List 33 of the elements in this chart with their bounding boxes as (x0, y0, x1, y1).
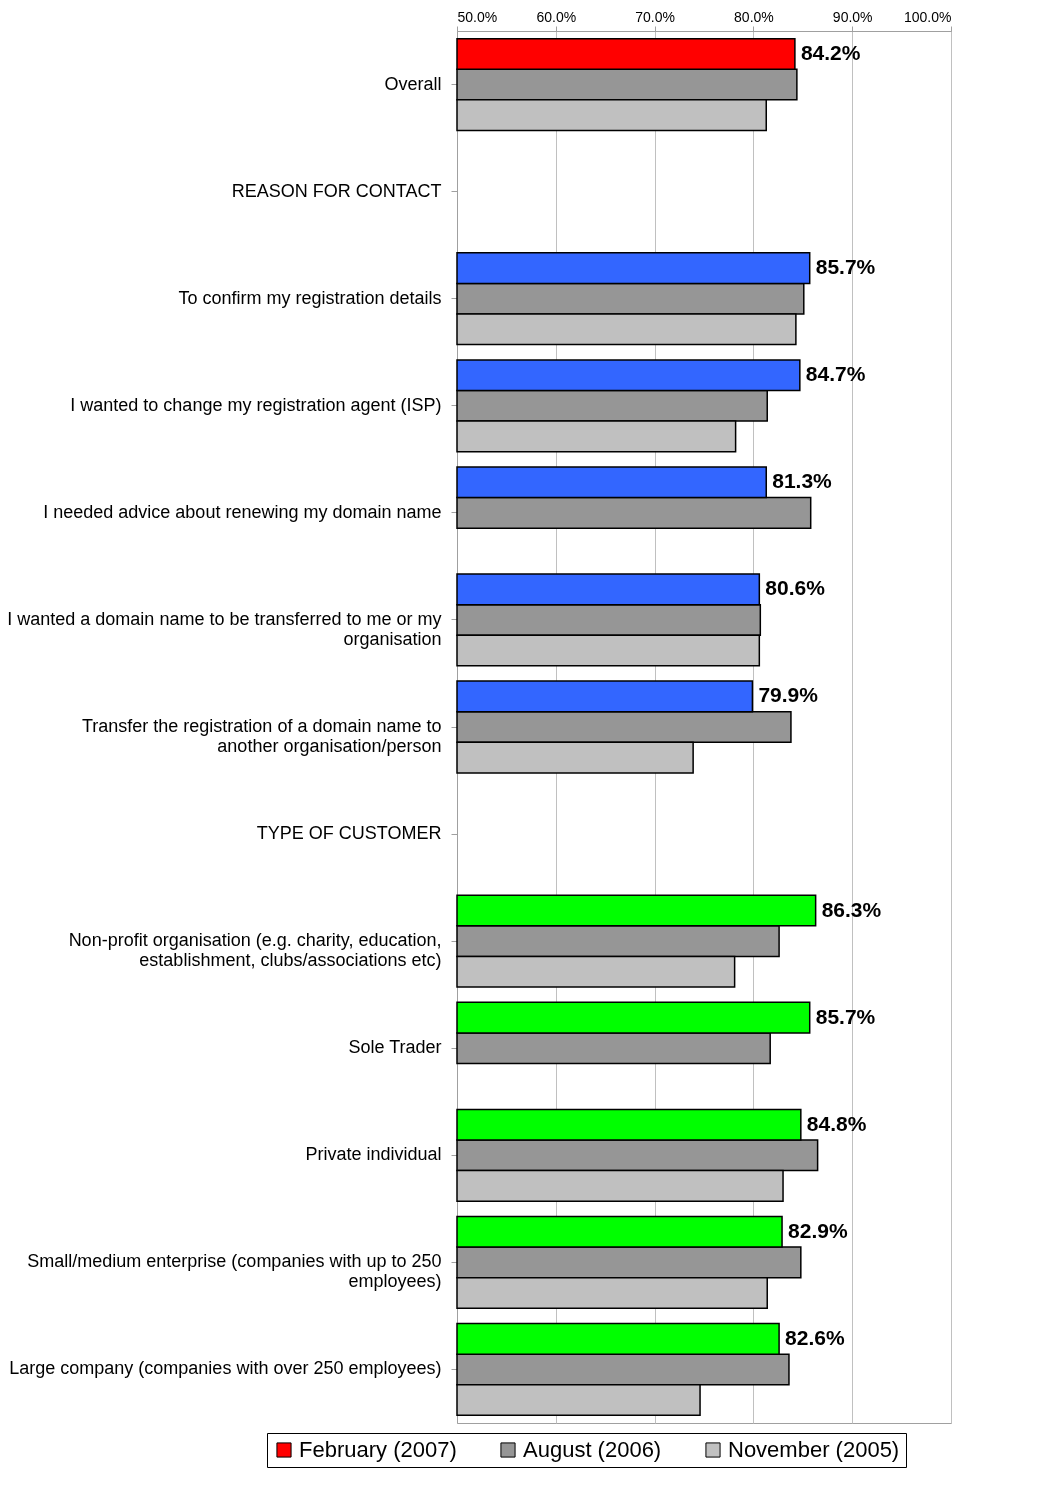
y-tick-label: Overall (384, 73, 442, 94)
y-tick-label: Non-profit organisation (e.g. charity, education, establishment, clubs/associations etc) (68, 930, 442, 971)
data-label: 85.7% (815, 1004, 876, 1028)
data-label: 84.8% (806, 1111, 867, 1135)
x-tick-label: 90.0% (832, 8, 873, 25)
y-tick-label: I needed advice about renewing my domain name (43, 501, 442, 522)
legend-label: February (2007) (299, 1437, 457, 1462)
data-label: 86.3% (821, 897, 882, 921)
y-tick-label: REASON FOR CONTACT (231, 180, 442, 201)
data-label: 82.6% (785, 1325, 845, 1349)
y-tick-label: Sole Trader (348, 1037, 442, 1058)
data-label: 84.7% (805, 362, 866, 386)
legend-label: November (2005) (728, 1437, 900, 1462)
y-tick-label: Transfer the registration of a domain name to another organisation/person (81, 716, 442, 756)
legend-label: August (2006) (523, 1437, 662, 1462)
data-label: 82.9% (788, 1218, 848, 1242)
x-tick-label: 80.0% (734, 8, 774, 25)
y-tick-label: TYPE OF CUSTOMER (256, 823, 442, 844)
y-tick-label: Large company (companies with over 250 employees) (9, 1358, 442, 1379)
y-tick-label: To confirm my registration details (178, 287, 442, 308)
data-label: 79.9% (758, 683, 819, 707)
y-tick-label: I wanted a domain name to be transferred to me or my organisation (7, 608, 442, 649)
data-label: 80.6% (765, 576, 826, 600)
data-label: 81.3% (772, 469, 833, 493)
x-tick-label: 70.0% (635, 8, 675, 25)
data-label: 84.2% (800, 40, 861, 64)
data-label: 85.7% (815, 255, 876, 279)
y-tick-label: I wanted to change my registration agent (ISP) (70, 394, 442, 415)
y-tick-label: Small/medium enterprise (companies with up to 250 employees) (27, 1251, 442, 1292)
x-tick-label: 60.0% (536, 8, 577, 25)
x-tick-label: 50.0% (457, 8, 498, 25)
y-tick-label: Private individual (305, 1144, 442, 1165)
x-tick-label: 100.0% (904, 8, 952, 25)
